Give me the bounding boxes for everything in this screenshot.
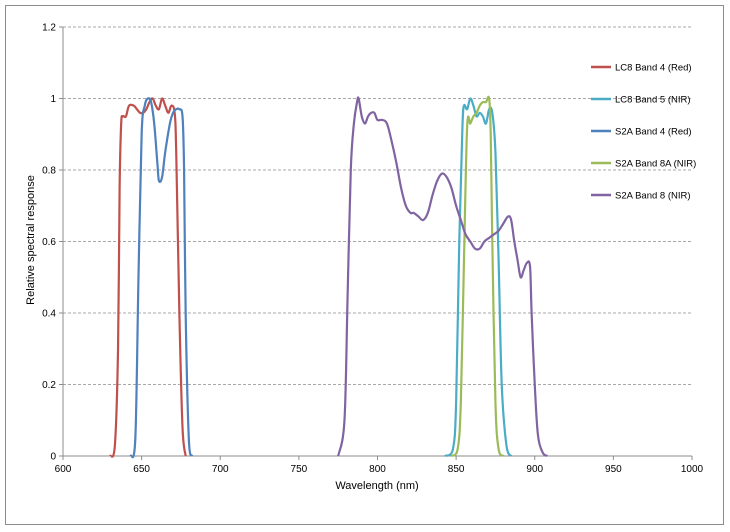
legend-label-s2a-band-8-nir: S2A Band 8 (NIR) xyxy=(615,191,691,202)
series-line-s2a-band-8a-nir xyxy=(450,95,505,457)
series-line-lc8-band-5-nir xyxy=(444,97,513,458)
x-tick-label: 700 xyxy=(212,464,229,475)
series-line-lc8-band-4-red xyxy=(109,97,187,458)
legend-label-s2a-band-4-red: S2A Band 4 (Red) xyxy=(615,127,692,138)
y-tick-label: 1 xyxy=(50,94,56,105)
legend-label-lc8-band-4-red: LC8 Band 4 (Red) xyxy=(615,63,692,74)
legend-label-s2a-band-8a-nir: S2A Band 8A (NIR) xyxy=(615,159,696,170)
series-line-s2a-band-4-red xyxy=(129,97,194,459)
y-tick-label: 0.8 xyxy=(42,166,56,177)
y-tick-label: 1.2 xyxy=(42,23,56,34)
series-line-s2a-band-8-nir xyxy=(337,96,548,457)
grid-lines xyxy=(63,26,692,385)
y-tick-label: 0.4 xyxy=(42,309,56,320)
x-tick-label: 950 xyxy=(605,464,622,475)
tick-labels: 0 0.2 0.4 0.6 0.8 1 1.2 600 650 700 750 800 850 900 95… xyxy=(42,23,703,476)
y-axis-title: Relative spectral response xyxy=(25,175,37,305)
x-tick-label: 1000 xyxy=(681,464,704,475)
x-tick-label: 900 xyxy=(526,464,543,475)
series-lines xyxy=(109,95,548,459)
axes xyxy=(59,26,693,460)
legend: LC8 Band 4 (Red) LC8 Band 5 (NIR) S2A Band… xyxy=(591,63,696,202)
y-tick-label: 0.6 xyxy=(42,237,56,248)
y-tick-label: 0 xyxy=(50,452,56,463)
x-axis-title: Wavelength (nm) xyxy=(335,480,418,492)
x-tick-label: 850 xyxy=(448,464,465,475)
x-tick-label: 600 xyxy=(55,464,72,475)
x-tick-label: 750 xyxy=(291,464,308,475)
chart-frame xyxy=(5,5,724,525)
x-tick-label: 800 xyxy=(369,464,386,475)
legend-label-lc8-band-5-nir: LC8 Band 5 (NIR) xyxy=(615,95,691,106)
y-tick-label: 0.2 xyxy=(42,380,56,391)
x-tick-label: 650 xyxy=(133,464,150,475)
